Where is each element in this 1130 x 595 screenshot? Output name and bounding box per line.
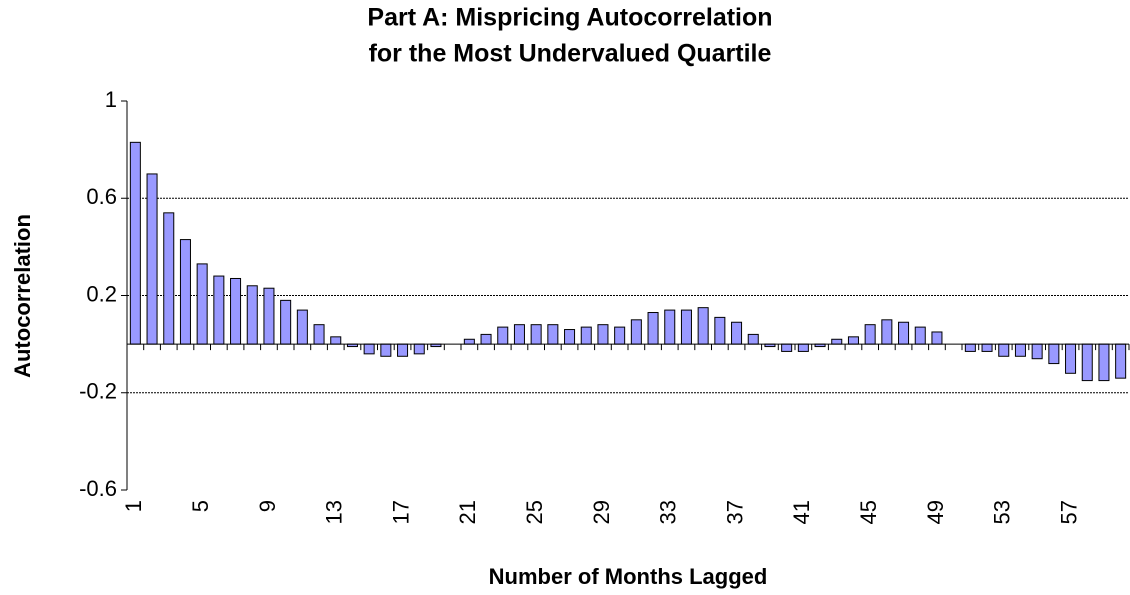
bar bbox=[413, 343, 425, 355]
bar bbox=[179, 239, 191, 345]
bar bbox=[1065, 343, 1077, 374]
bar bbox=[313, 324, 325, 345]
bar bbox=[163, 212, 175, 345]
chart-title: Part A: Mispricing Autocorrelation bbox=[367, 4, 772, 32]
bar bbox=[530, 324, 542, 345]
bar bbox=[564, 329, 576, 345]
x-tick-label: 37 bbox=[722, 500, 747, 524]
bar bbox=[547, 324, 559, 345]
y-tick-label: -0.6 bbox=[79, 476, 117, 501]
chart-title: for the Most Undervalued Quartile bbox=[369, 40, 772, 68]
bar bbox=[263, 287, 275, 345]
bar bbox=[847, 336, 859, 345]
bar bbox=[380, 343, 392, 357]
y-tick-label: 0.6 bbox=[86, 184, 117, 209]
x-tick-label: 41 bbox=[789, 500, 814, 524]
bar bbox=[1098, 343, 1110, 382]
x-tick-label: 13 bbox=[322, 500, 347, 524]
bar bbox=[864, 324, 876, 345]
bar bbox=[914, 326, 926, 345]
y-tick-label: -0.2 bbox=[79, 379, 117, 404]
bar bbox=[597, 324, 609, 345]
x-tick-label: 1 bbox=[121, 500, 146, 512]
bar bbox=[630, 319, 642, 345]
x-tick-label: 5 bbox=[188, 500, 213, 512]
y-tick-label: 0.2 bbox=[86, 281, 117, 306]
bar bbox=[397, 343, 409, 357]
bar bbox=[898, 321, 910, 345]
bar bbox=[1115, 343, 1127, 379]
y-axis-title: Autocorrelation bbox=[10, 214, 35, 378]
bar bbox=[1031, 343, 1043, 360]
bar bbox=[513, 324, 525, 345]
x-tick-label: 49 bbox=[923, 500, 948, 524]
bar bbox=[714, 316, 726, 345]
bar bbox=[647, 312, 659, 345]
bar bbox=[697, 307, 709, 345]
bar bbox=[363, 343, 375, 355]
y-tick-label: 1 bbox=[105, 87, 117, 112]
bar bbox=[731, 321, 743, 345]
x-tick-label: 53 bbox=[990, 500, 1015, 524]
bar bbox=[831, 338, 843, 345]
bar bbox=[246, 285, 258, 345]
x-tick-label: 29 bbox=[589, 500, 614, 524]
x-tick-label: 45 bbox=[856, 500, 881, 524]
bar bbox=[330, 336, 342, 345]
bar bbox=[664, 309, 676, 345]
bar bbox=[230, 277, 242, 345]
bar bbox=[580, 326, 592, 345]
x-axis-title: Number of Months Lagged bbox=[489, 564, 768, 589]
x-tick-label: 33 bbox=[656, 500, 681, 524]
x-tick-label: 21 bbox=[455, 500, 480, 524]
bar bbox=[981, 343, 993, 352]
bar bbox=[964, 343, 976, 352]
x-tick-label: 9 bbox=[255, 500, 280, 512]
bar bbox=[196, 263, 208, 345]
bar bbox=[497, 326, 509, 345]
bar bbox=[1014, 343, 1026, 357]
bar bbox=[797, 343, 809, 352]
bar bbox=[280, 299, 292, 345]
bar bbox=[129, 141, 141, 345]
bar bbox=[213, 275, 225, 345]
x-tick-label: 17 bbox=[388, 500, 413, 524]
x-tick-label: 25 bbox=[522, 500, 547, 524]
bar bbox=[614, 326, 626, 345]
bar bbox=[1048, 343, 1060, 365]
bar bbox=[998, 343, 1010, 357]
bar bbox=[931, 331, 943, 345]
bar bbox=[480, 333, 492, 345]
bar bbox=[747, 333, 759, 345]
bar bbox=[463, 338, 475, 345]
x-tick-label: 57 bbox=[1056, 500, 1081, 524]
bar bbox=[881, 319, 893, 345]
bar bbox=[680, 309, 692, 345]
bar bbox=[1081, 343, 1093, 382]
bar bbox=[146, 173, 158, 345]
bar bbox=[781, 343, 793, 352]
bar bbox=[296, 309, 308, 345]
